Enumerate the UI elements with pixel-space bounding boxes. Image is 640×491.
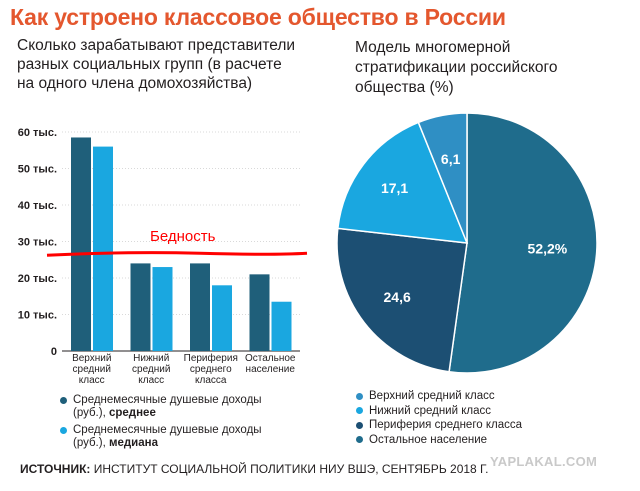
watermark: YAPLAKAL.COM bbox=[490, 454, 598, 469]
y-tick-label: 60 тыс. bbox=[18, 127, 57, 139]
legend-bold-mean: среднее bbox=[108, 407, 156, 419]
bar bbox=[71, 137, 91, 351]
legend-item-mean: Среднемесячные душевые доходы (руб.), ср… bbox=[60, 394, 263, 420]
y-tick-label: 0 bbox=[51, 346, 57, 358]
pie-legend-item: Верхний средний класс bbox=[356, 389, 522, 404]
legend-dot-dark bbox=[60, 397, 67, 404]
x-tick-label: население bbox=[246, 364, 296, 375]
bar bbox=[190, 263, 210, 351]
x-tick-label: Остальное bbox=[245, 353, 296, 364]
bar-chart-legend: Среднемесячные душевые доходы (руб.), ср… bbox=[60, 394, 263, 454]
pie-chart-subtitle: Модель многомерной стратификации российс… bbox=[355, 39, 558, 96]
bar bbox=[130, 263, 151, 351]
legend-item-median: Среднемесячные душевые доходы (руб.), ме… bbox=[60, 424, 263, 450]
pie-legend-item: Периферия среднего класса bbox=[356, 418, 522, 433]
pie-slice bbox=[336, 227, 468, 373]
page-title: Как устроено классовое общество в России bbox=[10, 4, 506, 30]
pie-legend-item: Остальное население bbox=[356, 433, 522, 448]
x-tick-label: Верхний bbox=[72, 353, 111, 364]
pie-legend-dot bbox=[356, 407, 363, 415]
x-tick-label: среднего bbox=[190, 364, 232, 375]
pie-slice bbox=[448, 112, 598, 374]
bar bbox=[249, 274, 270, 351]
bar-chart-subtitle: Сколько зарабатывают представители разны… bbox=[17, 37, 296, 92]
pie-legend-dot bbox=[356, 392, 363, 400]
pie-value-label: 24,6 bbox=[384, 289, 411, 305]
pie-legend-dot bbox=[356, 436, 363, 444]
bar bbox=[93, 146, 113, 351]
bar bbox=[271, 301, 292, 351]
pie-slice bbox=[337, 121, 469, 244]
pie-legend-label: Остальное население bbox=[369, 433, 488, 446]
pie-legend-label: Периферия среднего класса bbox=[369, 419, 523, 431]
bar bbox=[212, 285, 232, 351]
x-tick-label: класса bbox=[195, 375, 227, 386]
pie-legend-label: Верхний средний класс bbox=[369, 390, 495, 402]
legend-dot-light bbox=[60, 427, 67, 434]
x-tick-label: класс bbox=[138, 375, 164, 386]
pie-value-label: 6,1 bbox=[441, 151, 461, 167]
pie-legend-item: Нижний средний класс bbox=[356, 404, 522, 419]
source-note: ИСТОЧНИК: ИНСТИТУТ СОЦИАЛЬНОЙ ПОЛИТИКИ Н… bbox=[20, 462, 488, 476]
x-tick-label: средний bbox=[73, 364, 111, 375]
source-text: ИНСТИТУТ СОЦИАЛЬНОЙ ПОЛИТИКИ НИУ ВШЭ, СЕ… bbox=[93, 462, 489, 476]
source-label: ИСТОЧНИК: bbox=[20, 462, 91, 476]
y-tick-label: 30 тыс. bbox=[18, 237, 57, 249]
x-tick-label: Нижний bbox=[133, 353, 169, 364]
x-tick-label: средний bbox=[132, 364, 170, 375]
y-tick-label: 40 тыс. bbox=[18, 200, 57, 212]
x-tick-label: Периферия bbox=[184, 352, 238, 364]
pie-slice bbox=[417, 112, 468, 244]
pie-legend-dot bbox=[356, 421, 363, 429]
y-tick-label: 10 тыс. bbox=[18, 310, 57, 322]
y-tick-label: 50 тыс. bbox=[18, 164, 57, 176]
y-tick-label: 20 тыс. bbox=[18, 273, 57, 285]
legend-text-mean: Среднемесячные душевые доходы (руб.), bbox=[73, 394, 262, 419]
poverty-line bbox=[46, 251, 308, 257]
bar bbox=[152, 267, 173, 351]
poverty-label: Бедность bbox=[150, 228, 216, 245]
pie-chart-legend: Верхний средний класс Нижний средний кла… bbox=[356, 389, 522, 447]
pie-value-label: 52,2% bbox=[528, 241, 568, 257]
x-tick-label: класс bbox=[79, 375, 105, 386]
legend-bold-median: медиана bbox=[108, 437, 158, 449]
legend-text-median: Среднемесячные душевые доходы (руб.), bbox=[73, 424, 262, 449]
pie-value-label: 17,1 bbox=[381, 180, 408, 196]
pie-legend-label: Нижний средний класс bbox=[369, 404, 491, 417]
